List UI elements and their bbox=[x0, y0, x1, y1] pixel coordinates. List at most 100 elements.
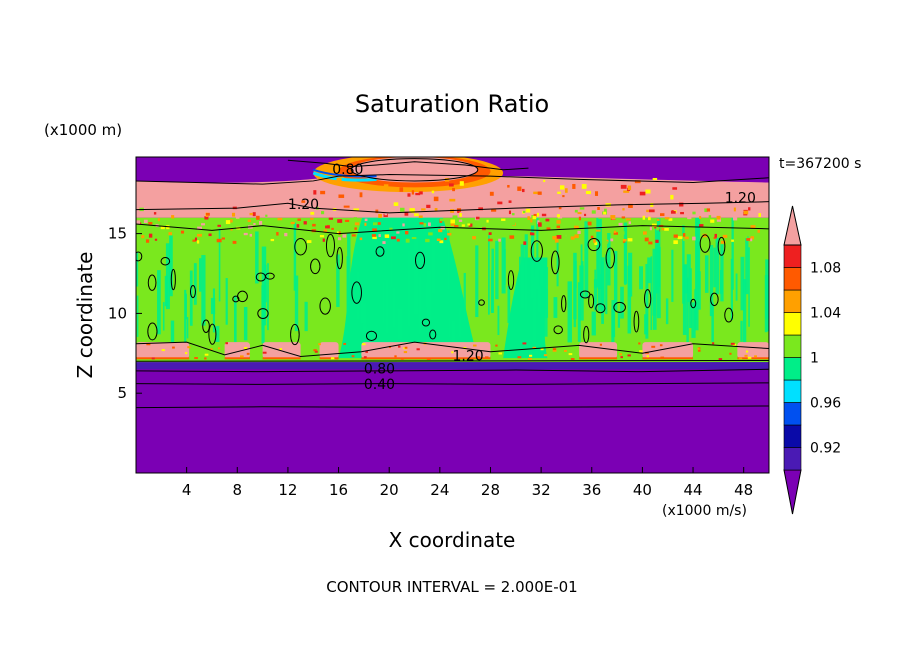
base-speck bbox=[646, 355, 649, 358]
transition-speck bbox=[328, 217, 334, 220]
transition-speck bbox=[372, 228, 377, 232]
transition-speck bbox=[593, 238, 596, 243]
colorbar-band bbox=[783, 334, 802, 358]
plot-frame bbox=[135, 156, 770, 474]
base-speck bbox=[451, 351, 454, 354]
transition-speck bbox=[351, 234, 356, 237]
transition-speck bbox=[603, 211, 607, 215]
transition-speck bbox=[750, 225, 756, 229]
cloud-streak bbox=[715, 237, 720, 295]
base-speck bbox=[570, 358, 575, 361]
transition-speck bbox=[405, 238, 410, 243]
contour-cell bbox=[414, 251, 426, 270]
cloud-streak bbox=[234, 295, 237, 342]
transition-speck bbox=[192, 239, 197, 242]
transition-speck bbox=[194, 237, 198, 241]
transition-speck bbox=[692, 211, 696, 215]
transition-speck bbox=[538, 222, 542, 226]
cloud-streak bbox=[264, 270, 267, 303]
cap-speck bbox=[497, 201, 503, 205]
contour-cell bbox=[365, 330, 378, 341]
transition-speck bbox=[458, 219, 463, 222]
cloud-streak bbox=[491, 248, 495, 313]
base-speck bbox=[398, 345, 401, 348]
base-supersaturated-patch bbox=[224, 342, 250, 359]
cap-speck bbox=[459, 181, 464, 186]
transition-speck bbox=[154, 220, 158, 224]
cap-speck bbox=[393, 202, 399, 207]
cloud-streak bbox=[644, 314, 648, 335]
contour-cell bbox=[588, 293, 595, 309]
x-tick-label: 28 bbox=[481, 481, 500, 499]
cloud-streak bbox=[495, 240, 499, 300]
transition-speck bbox=[541, 213, 547, 217]
cloud-streak bbox=[682, 225, 685, 304]
contour-cell bbox=[202, 319, 210, 333]
cap-speck bbox=[557, 191, 561, 194]
transition-speck bbox=[197, 226, 202, 230]
transition-speck bbox=[303, 221, 307, 225]
cloud-streak bbox=[165, 243, 170, 310]
cap-speck bbox=[418, 189, 421, 193]
transition-speck bbox=[478, 207, 483, 211]
cloud-streak bbox=[691, 302, 696, 338]
transition-speck bbox=[591, 210, 596, 214]
contour-cell bbox=[170, 268, 176, 291]
base-speck bbox=[146, 343, 151, 346]
transition-speck bbox=[450, 219, 455, 224]
transition-speck bbox=[671, 210, 674, 213]
cloud-streak bbox=[740, 256, 745, 311]
transition-speck bbox=[758, 224, 762, 228]
transition-speck bbox=[201, 223, 205, 226]
transition-speck bbox=[627, 238, 633, 242]
contour-cell bbox=[429, 329, 437, 340]
transition-speck bbox=[319, 235, 325, 238]
cloud-streak bbox=[537, 264, 542, 313]
transition-speck bbox=[444, 237, 447, 241]
transition-speck bbox=[359, 237, 363, 241]
base-speck bbox=[262, 351, 267, 354]
transition-speck bbox=[644, 237, 649, 242]
transition-speck bbox=[699, 215, 702, 219]
transition-speck bbox=[389, 227, 393, 231]
cloud-streak bbox=[650, 256, 653, 331]
transition-speck bbox=[396, 231, 400, 234]
transition-speck bbox=[461, 224, 465, 227]
transition-speck bbox=[231, 212, 236, 217]
cap-speck bbox=[426, 204, 431, 209]
cap-speck bbox=[448, 183, 454, 187]
cloud-streak bbox=[591, 311, 596, 336]
cloud-streak bbox=[532, 276, 536, 345]
transition-speck bbox=[321, 211, 325, 215]
cloud-streak bbox=[584, 221, 589, 299]
transition-speck bbox=[266, 239, 270, 242]
cloud-streak bbox=[720, 244, 724, 302]
cap-speck bbox=[457, 209, 460, 213]
cloud-streak bbox=[647, 257, 652, 284]
dome-blue-edge bbox=[312, 168, 377, 178]
cloud-streak bbox=[745, 235, 749, 295]
cloud-streak bbox=[539, 269, 544, 287]
base-speck bbox=[416, 348, 420, 351]
transition-speck bbox=[677, 236, 683, 240]
transition-speck bbox=[378, 234, 381, 238]
base-speck bbox=[473, 344, 477, 347]
base-speck bbox=[476, 356, 480, 359]
transition-speck bbox=[141, 235, 145, 239]
cap-speck bbox=[562, 195, 565, 198]
base-speck bbox=[217, 347, 221, 350]
contour-cell bbox=[633, 310, 640, 333]
contour-dome bbox=[350, 158, 479, 182]
cloud-streak bbox=[507, 285, 511, 323]
transition-speck bbox=[532, 216, 537, 220]
base-speck bbox=[351, 355, 355, 358]
cap-speck bbox=[320, 190, 326, 195]
transition-speck bbox=[136, 220, 141, 225]
transition-speck bbox=[364, 218, 368, 222]
transition-speck bbox=[708, 215, 712, 219]
cap-speck bbox=[652, 177, 658, 181]
transition-speck bbox=[382, 241, 386, 244]
transition-speck bbox=[720, 240, 726, 244]
transition-speck bbox=[372, 222, 378, 226]
transition-speck bbox=[265, 214, 268, 217]
